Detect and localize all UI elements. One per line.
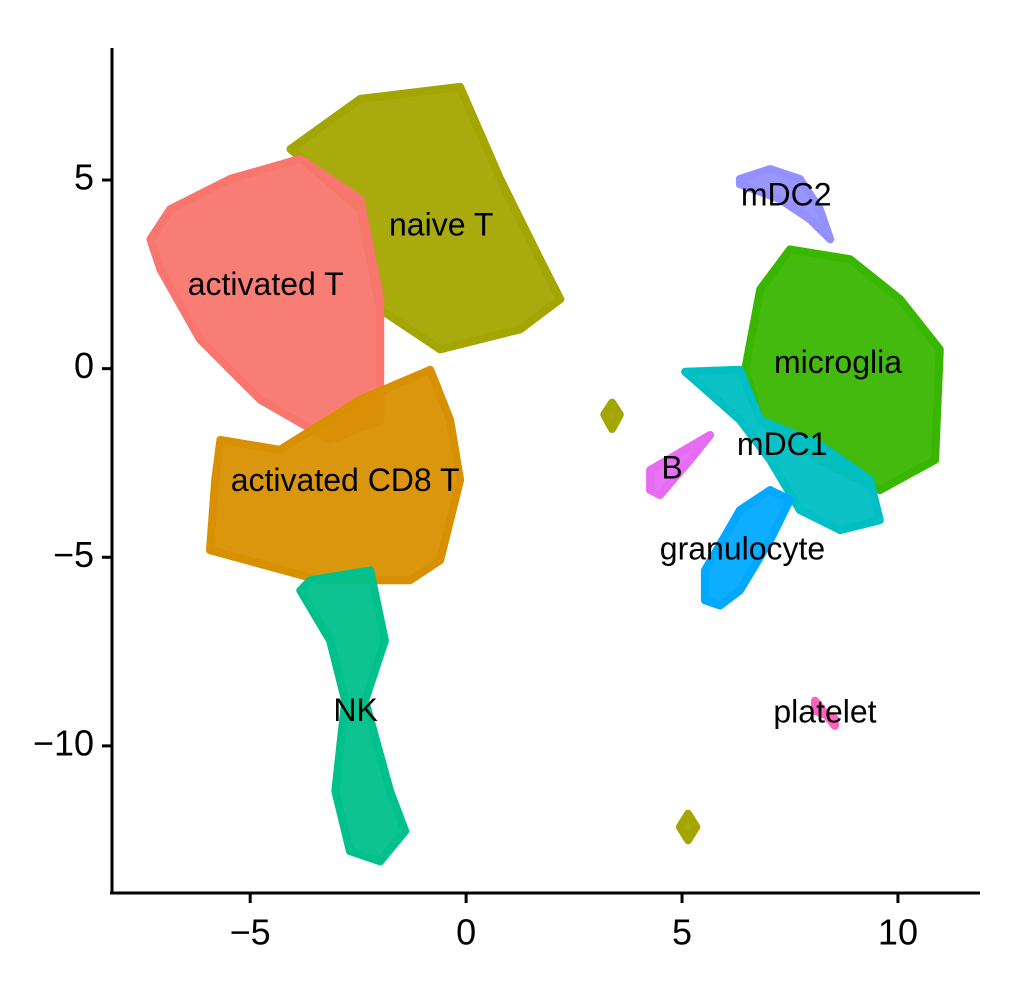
cluster-label: platelet	[773, 693, 876, 729]
cluster	[296, 566, 410, 866]
cluster-label: naive T	[389, 206, 493, 242]
cluster	[811, 696, 839, 730]
cluster	[206, 365, 465, 585]
y-tick-label: 0	[74, 345, 94, 386]
y-tick-label: 5	[74, 157, 94, 198]
cluster	[646, 431, 715, 499]
y-tick-label: −5	[53, 534, 94, 575]
cluster	[146, 154, 385, 444]
cluster-label: microglia	[774, 344, 902, 380]
cluster-label: activated T	[188, 266, 344, 302]
x-tick-label: −5	[230, 912, 271, 953]
x-tick-label: 10	[878, 912, 918, 953]
x-tick-label: 0	[456, 912, 476, 953]
x-tick-label: 5	[672, 912, 692, 953]
cluster-label: NK	[333, 692, 377, 728]
cluster-label: activated CD8 T	[231, 462, 460, 498]
cluster-label: granulocyte	[660, 530, 825, 566]
cluster	[735, 165, 835, 244]
cluster-label: mDC2	[741, 177, 832, 213]
cluster	[700, 486, 794, 610]
cluster-label: mDC1	[737, 426, 828, 462]
cluster-label: B	[661, 450, 682, 486]
cluster	[681, 365, 884, 535]
y-tick-label: −10	[33, 722, 94, 763]
